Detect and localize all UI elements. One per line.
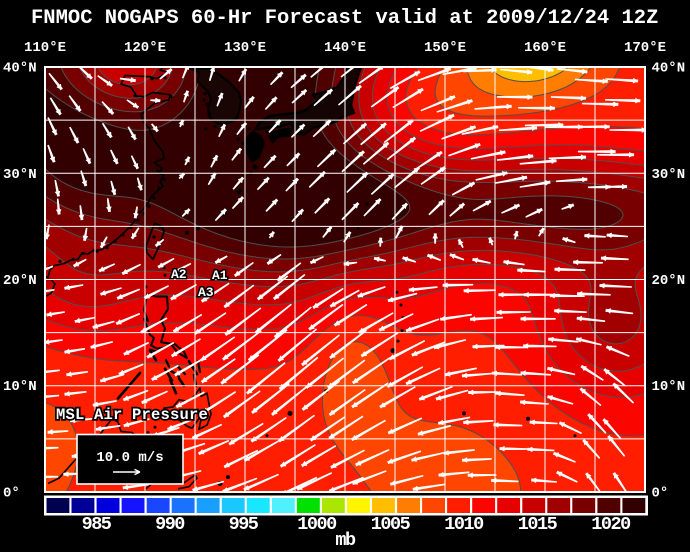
svg-text:995: 995	[229, 514, 259, 535]
svg-text:170°E: 170°E	[624, 40, 666, 56]
svg-text:A1: A1	[212, 268, 228, 283]
svg-text:20°N: 20°N	[3, 273, 37, 289]
svg-text:150°E: 150°E	[424, 40, 466, 56]
svg-text:mb: mb	[335, 530, 356, 551]
svg-text:A3: A3	[198, 285, 214, 300]
svg-text:10°N: 10°N	[3, 379, 37, 395]
svg-text:130°E: 130°E	[224, 40, 266, 56]
svg-text:1020: 1020	[591, 514, 631, 535]
svg-text:1010: 1010	[444, 514, 484, 535]
svg-text:1005: 1005	[371, 514, 411, 535]
svg-text:MSL Air Pressure: MSL Air Pressure	[56, 406, 208, 424]
svg-text:990: 990	[155, 514, 185, 535]
svg-text:1000: 1000	[297, 514, 337, 535]
svg-text:10.0 m/s: 10.0 m/s	[96, 450, 163, 466]
svg-text:110°E: 110°E	[24, 40, 66, 56]
svg-text:A2: A2	[171, 267, 187, 282]
svg-text:0°: 0°	[3, 486, 20, 502]
svg-text:40°N: 40°N	[652, 61, 686, 77]
svg-text:160°E: 160°E	[524, 40, 566, 56]
svg-text:140°E: 140°E	[324, 40, 366, 56]
svg-text:40°N: 40°N	[3, 61, 37, 77]
svg-text:FNMOC NOGAPS 60-Hr Forecast va: FNMOC NOGAPS 60-Hr Forecast valid at 200…	[31, 7, 658, 30]
svg-text:30°N: 30°N	[3, 167, 37, 183]
svg-text:985: 985	[82, 514, 112, 535]
svg-text:0°: 0°	[652, 486, 669, 502]
svg-text:120°E: 120°E	[124, 40, 166, 56]
svg-text:1015: 1015	[518, 514, 558, 535]
svg-text:20°N: 20°N	[652, 273, 686, 289]
svg-text:30°N: 30°N	[652, 167, 686, 183]
svg-text:10°N: 10°N	[652, 379, 686, 395]
